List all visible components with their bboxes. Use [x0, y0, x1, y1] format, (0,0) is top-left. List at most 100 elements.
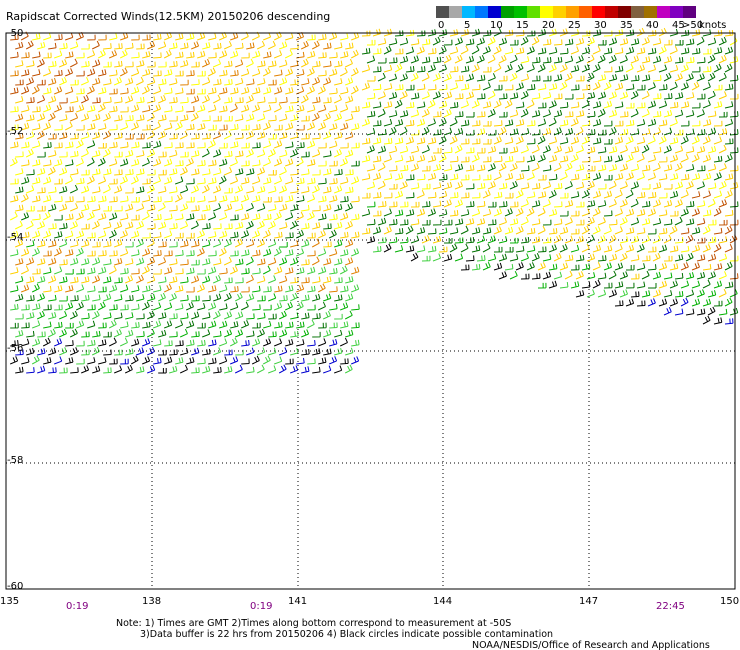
- wind-barb: [252, 50, 261, 59]
- wind-barb: [290, 169, 299, 176]
- wind-barb: [197, 268, 206, 275]
- wind-barb: [729, 93, 739, 100]
- wind-barb: [131, 34, 140, 41]
- wind-barb: [361, 192, 371, 199]
- wind-barb: [399, 164, 409, 172]
- wind-barb: [707, 306, 716, 316]
- plot-area: [5, 27, 739, 590]
- wind-barb: [614, 244, 623, 253]
- wind-barb: [164, 340, 173, 347]
- wind-barb: [219, 284, 228, 293]
- wind-barb: [208, 250, 217, 257]
- wind-barb: [120, 122, 129, 131]
- wind-barb: [652, 110, 662, 118]
- wind-barb: [267, 220, 276, 230]
- wind-barb: [92, 168, 101, 176]
- wind-barb: [296, 104, 305, 113]
- wind-barb: [329, 123, 338, 131]
- wind-barb: [311, 256, 320, 266]
- wind-barb: [136, 347, 145, 356]
- wind-barb: [10, 124, 19, 131]
- wind-barb: [43, 194, 52, 203]
- wind-barb: [724, 173, 734, 181]
- wind-barb: [125, 133, 134, 140]
- wind-barb: [54, 34, 63, 41]
- wind-barb: [515, 189, 524, 199]
- wind-barb: [257, 96, 266, 104]
- wind-barb: [647, 64, 657, 73]
- wind-barb: [691, 227, 701, 235]
- wind-barb: [164, 266, 173, 275]
- wind-barb: [97, 103, 106, 113]
- wind-barb: [234, 238, 243, 248]
- wind-barb: [718, 181, 727, 190]
- wind-barb: [663, 307, 672, 316]
- longitude-tick-label: 138: [142, 596, 161, 607]
- wind-barb: [141, 85, 150, 95]
- wind-barb: [252, 322, 261, 329]
- wind-barb: [279, 242, 288, 248]
- wind-barb: [483, 139, 492, 145]
- wind-barb: [158, 186, 167, 194]
- wind-barb: [43, 68, 52, 77]
- wind-barb: [318, 338, 327, 347]
- wind-barb: [696, 57, 706, 64]
- wind-barb: [680, 47, 690, 55]
- wind-barb: [713, 190, 723, 199]
- wind-barb: [58, 77, 67, 86]
- wind-barb: [509, 39, 519, 46]
- legend-swatch: [631, 6, 644, 18]
- wind-barb: [285, 232, 294, 239]
- wind-barb: [614, 82, 624, 91]
- wind-barb: [15, 366, 24, 374]
- pass-time-label: 0:19: [250, 601, 272, 612]
- wind-barb: [92, 275, 101, 284]
- wind-barb: [394, 84, 404, 91]
- wind-barb: [625, 46, 635, 55]
- wind-barb: [86, 211, 95, 221]
- wind-barb: [685, 73, 694, 82]
- wind-barb: [274, 176, 283, 185]
- wind-barb: [663, 164, 673, 172]
- wind-barb: [421, 145, 430, 154]
- wind-barb: [164, 213, 173, 221]
- wind-barb: [471, 208, 481, 217]
- wind-barb: [59, 185, 68, 194]
- wind-barb: [493, 208, 502, 217]
- legend-label: 40: [646, 20, 659, 31]
- wind-barb: [724, 83, 734, 91]
- wind-barb: [575, 110, 585, 118]
- wind-barb: [581, 64, 590, 73]
- wind-barb: [108, 265, 117, 275]
- wind-barb: [603, 100, 613, 109]
- wind-barb: [432, 91, 441, 100]
- wind-barb: [669, 81, 678, 91]
- wind-barb: [674, 109, 684, 118]
- wind-barb: [174, 193, 183, 203]
- wind-barb: [608, 163, 618, 172]
- wind-barb: [147, 223, 156, 230]
- wind-barb: [487, 145, 497, 154]
- wind-barb: [201, 94, 210, 104]
- wind-barb: [718, 253, 728, 262]
- wind-barb: [158, 95, 167, 104]
- wind-barb: [301, 277, 310, 284]
- wind-barb: [230, 87, 239, 95]
- wind-barb: [257, 149, 266, 158]
- wind-barb: [438, 100, 448, 109]
- wind-barb: [652, 252, 661, 262]
- wind-barb: [87, 339, 96, 347]
- wind-barb: [454, 111, 464, 118]
- wind-barb: [372, 120, 382, 127]
- wind-barb: [65, 322, 74, 329]
- wind-barb: [131, 338, 140, 347]
- wind-barb: [399, 90, 408, 100]
- wind-barb: [685, 308, 695, 316]
- wind-barb: [109, 212, 118, 221]
- wind-barb: [191, 331, 200, 338]
- wind-barb: [213, 203, 222, 212]
- wind-barb: [323, 150, 332, 158]
- wind-barb: [142, 142, 151, 149]
- wind-barb: [454, 37, 463, 46]
- wind-barb: [230, 32, 239, 41]
